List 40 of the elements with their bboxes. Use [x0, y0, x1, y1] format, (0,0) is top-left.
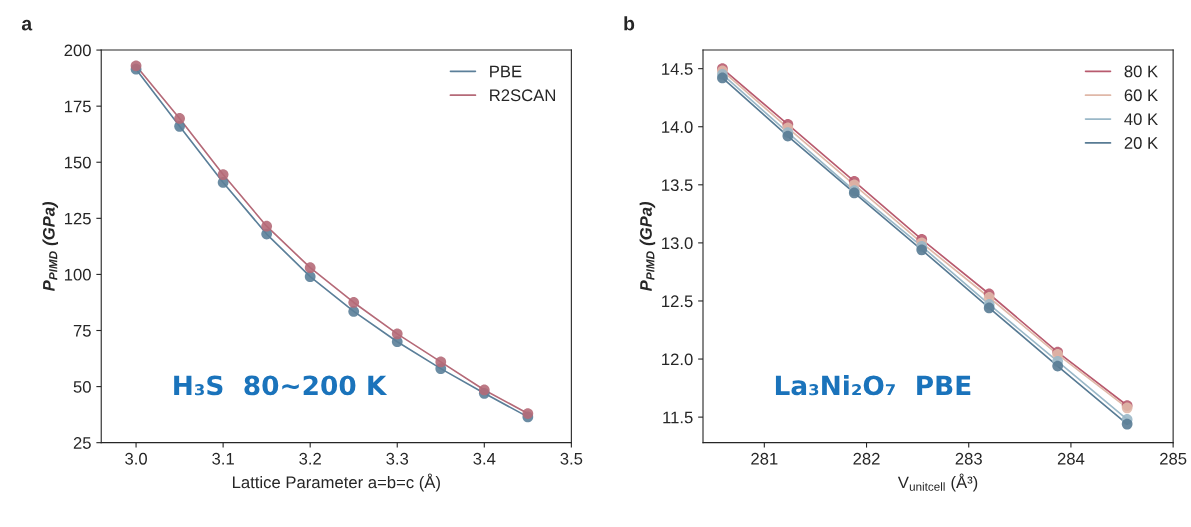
y-tick-label: 11.5	[663, 411, 693, 424]
y-tick-label: 13.0	[662, 237, 693, 250]
x-tick-label: 281	[751, 452, 778, 465]
x-tick-label: 283	[955, 452, 982, 465]
y-tick-label: 75	[73, 325, 91, 337]
legend-label: 80 K	[1124, 65, 1158, 78]
y-tick-label: 12.5	[662, 295, 693, 308]
y-tick-label: 175	[64, 100, 91, 113]
x-axis-title: V$_{unitcell}$ (Å³)	[897, 473, 978, 492]
x-tick-label: 282	[853, 452, 880, 465]
x-tick-label: 3.3	[386, 452, 409, 465]
annotation: H₃S 80~200 K	[174, 375, 388, 396]
legend-label: R2SCAN	[490, 89, 556, 102]
legend-label: PBE	[490, 65, 522, 78]
y-tick-label: 50	[73, 380, 91, 393]
annotation: La₃Ni₂O₇ PBE	[775, 374, 971, 396]
legend-label: 20 K	[1124, 137, 1158, 149]
x-axis-title: Lattice Parameter a=b=c (Å)	[232, 473, 440, 492]
y-axis-title: P$_{PIMD}$ (GPa)	[42, 201, 59, 292]
y-tick-label: 12.0	[662, 353, 693, 366]
x-tick-label: 3.4	[473, 452, 496, 465]
y-tick-label: 13.5	[662, 179, 693, 192]
x-tick-label: 284	[1057, 452, 1085, 465]
y-tick-label: 200	[64, 44, 91, 57]
legend-label: 40 K	[1124, 113, 1158, 126]
y-tick-label: 125	[64, 212, 91, 225]
y-tick-label: 25	[73, 437, 91, 449]
y-tick-label: 150	[64, 156, 91, 169]
x-tick-label: 3.5	[560, 452, 583, 465]
x-tick-label: 285	[1160, 452, 1187, 465]
text: a	[21, 19, 33, 31]
legend-label: 60 K	[1124, 89, 1158, 102]
x-tick-label: 3.0	[125, 452, 147, 465]
y-tick-label: 14.5	[662, 63, 693, 75]
y-tick-label: 14.0	[662, 121, 693, 133]
x-tick-label: 3.1	[212, 452, 234, 465]
y-axis-title: P$_{PIMD}$ (GPa)	[639, 201, 656, 292]
x-tick-label: 3.2	[299, 452, 321, 465]
text: b	[624, 16, 635, 31]
y-tick-label: 100	[64, 268, 91, 281]
